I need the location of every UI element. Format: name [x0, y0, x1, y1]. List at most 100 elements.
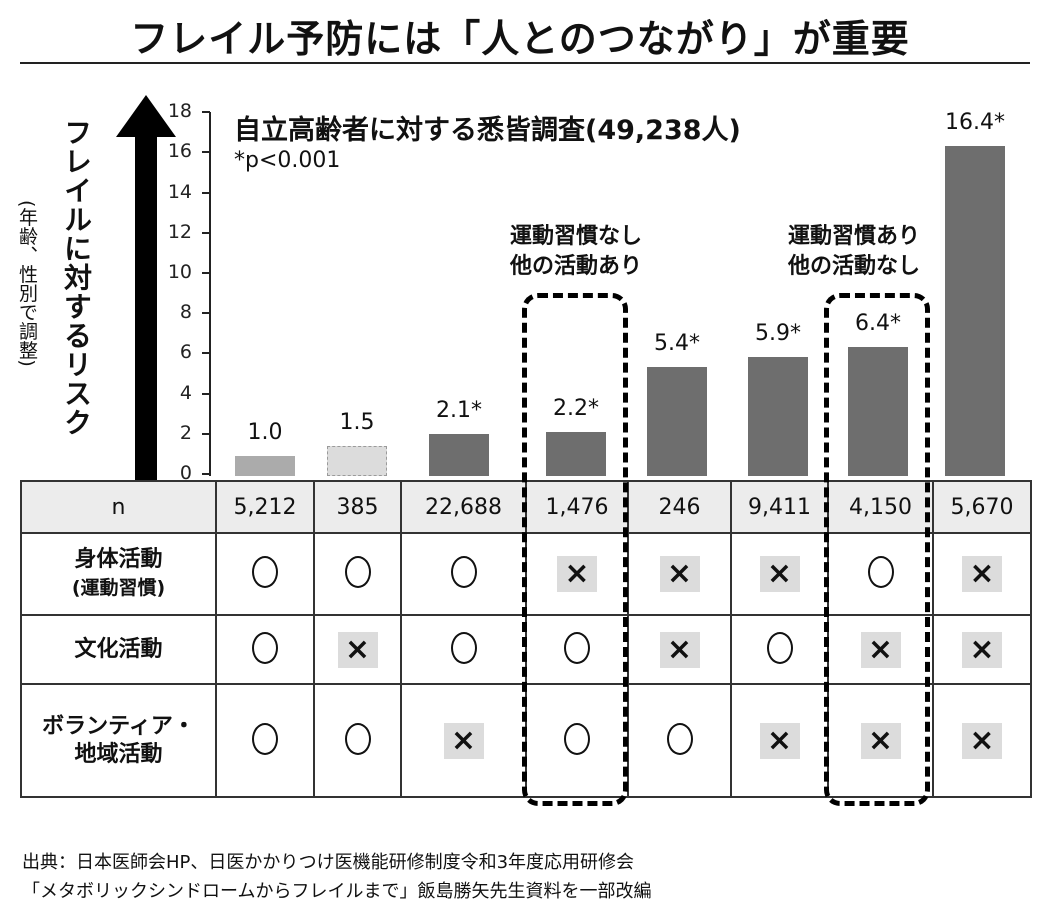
bar-value-label: 16.4* — [945, 110, 1005, 136]
y-axis-subtitle: (年齢、性別で調整) — [16, 200, 38, 367]
mark-cell: × — [827, 683, 934, 798]
y-axis-line — [209, 112, 211, 476]
bar — [546, 431, 606, 476]
group-label-line: 他の活動あり — [509, 254, 642, 279]
y-tick-label: 12 — [167, 220, 192, 243]
row-label: 身体活動 — [74, 547, 163, 572]
y-tick-mark — [202, 272, 210, 274]
y-tick-label: 6 — [179, 341, 192, 364]
n-cell: 5,212 — [215, 480, 315, 534]
circle-icon — [252, 722, 278, 755]
arrow-shaft — [135, 135, 157, 480]
y-tick-label: 0 — [179, 462, 192, 484]
mark-cell — [627, 683, 732, 798]
mark-cell — [215, 532, 315, 616]
mark-cell — [400, 614, 527, 685]
n-cell: 5,670 — [932, 480, 1032, 534]
circle-icon — [252, 631, 278, 664]
group-label-1: 運動習慣なし 他の活動あり — [466, 222, 686, 282]
y-axis-title: フレイルに対するリスク — [60, 118, 93, 437]
y-tick-label: 18 — [167, 100, 192, 123]
group-label-line: 運動習慣なし — [509, 224, 642, 249]
n-row: n 5,212 385 22,688 1,476 246 9,411 4,150… — [20, 480, 1032, 534]
source-line: 「メタボリックシンドロームからフレイルまで」飯島勝矢先生資料を一部改編 — [22, 881, 652, 902]
y-tick-mark — [202, 473, 210, 475]
circle-icon — [450, 631, 477, 664]
mark-cell — [215, 683, 315, 798]
bar-value-label: 1.0 — [247, 419, 283, 445]
cross-icon: × — [659, 631, 700, 668]
circle-icon — [344, 556, 371, 588]
group-label-line: 他の活動なし — [787, 254, 920, 279]
mark-cell — [525, 683, 629, 798]
bar-value-label: 1.5 — [339, 409, 375, 435]
bar-value-label: 5.4* — [654, 331, 700, 357]
source-citation: 出典：日本医師会HP、日医かかりつけ医機能研修制度令和3年度応用研修会 「メタボ… — [22, 848, 651, 906]
survey-label: 自立高齢者に対する悉皆調査(49,238人) — [234, 115, 741, 146]
circle-icon — [564, 722, 590, 755]
y-tick-label: 16 — [167, 140, 192, 163]
y-tick-mark — [202, 191, 210, 194]
mark-cell: × — [627, 614, 732, 685]
row-label: 文化活動 — [74, 636, 163, 662]
y-tick-mark — [202, 151, 210, 154]
n-label: n — [20, 480, 217, 534]
mark-cell — [525, 614, 629, 685]
bar-value-label: 6.4* — [855, 311, 901, 337]
mark-cell: × — [730, 683, 829, 798]
y-tick-mark — [202, 392, 210, 395]
page-title: フレイル予防には「人とのつながり」が重要 — [130, 17, 910, 61]
mark-cell — [313, 683, 402, 798]
cross-icon: × — [759, 722, 800, 759]
mark-cell — [400, 532, 527, 616]
source-line: 出典：日本医師会HP、日医かかりつけ医機能研修制度令和3年度応用研修会 — [22, 852, 635, 873]
cross-icon: × — [659, 556, 700, 592]
circle-icon — [450, 556, 477, 588]
bar — [327, 445, 387, 476]
circle-icon — [867, 556, 894, 588]
n-cell: 4,150 — [827, 480, 934, 534]
row-header: 文化活動 — [20, 614, 217, 685]
bar — [429, 433, 489, 476]
n-cell: 385 — [313, 480, 402, 534]
cross-icon: × — [443, 722, 484, 759]
arrow-up-icon — [116, 95, 176, 137]
row-label-line2: 地域活動 — [74, 741, 163, 767]
bar — [748, 357, 808, 476]
cross-icon: × — [860, 631, 901, 668]
bar-value-label: 2.2* — [553, 395, 599, 421]
row-sublabel: (運動習慣) — [71, 577, 166, 599]
y-tick-label: 10 — [167, 261, 192, 283]
table-row: 身体活動 (運動習慣) × × × × — [20, 532, 1032, 616]
n-cell: 9,411 — [730, 480, 829, 534]
cross-icon: × — [962, 631, 1002, 668]
cross-icon: × — [962, 556, 1002, 592]
cross-icon: × — [557, 556, 597, 592]
y-tick-label: 4 — [179, 381, 192, 404]
y-tick-mark — [202, 312, 210, 315]
cross-icon: × — [860, 722, 901, 759]
circle-icon — [564, 631, 590, 664]
mark-cell: × — [400, 683, 527, 798]
title-divider — [20, 62, 1030, 64]
n-cell: 22,688 — [400, 480, 527, 534]
highlight-box-group-1 — [522, 293, 628, 806]
mark-cell — [313, 532, 402, 616]
mark-cell: × — [827, 614, 934, 685]
mark-cell: × — [932, 532, 1032, 616]
circle-icon — [766, 631, 793, 664]
y-tick-mark — [202, 432, 210, 435]
y-tick-label: 2 — [179, 421, 192, 444]
bar — [647, 367, 707, 476]
mark-cell: × — [627, 532, 732, 616]
mark-cell — [215, 614, 315, 685]
cross-icon: × — [337, 631, 378, 668]
circle-icon — [666, 722, 693, 755]
table-row: ボランティア・ 地域活動 × × × × — [20, 683, 1032, 798]
bar — [945, 146, 1005, 476]
significance-note: *p<0.001 — [234, 148, 341, 173]
row-header: ボランティア・ 地域活動 — [20, 683, 217, 798]
bar — [235, 455, 295, 476]
row-label: ボランティア・ — [42, 713, 195, 739]
group-label-2: 運動習慣あり 他の活動なし — [744, 222, 964, 282]
